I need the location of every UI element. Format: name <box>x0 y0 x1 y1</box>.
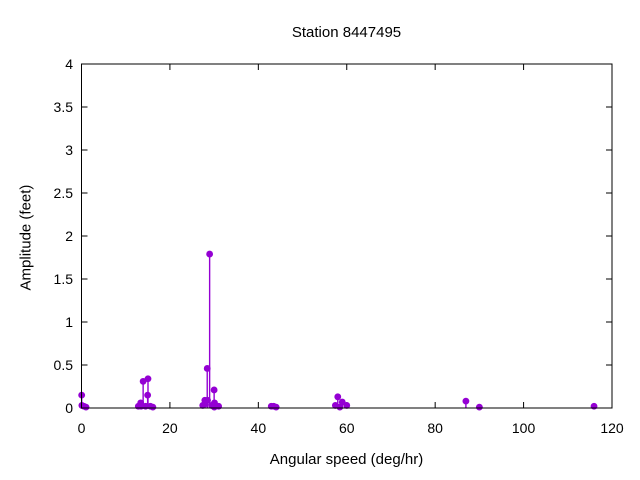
y-tick-label: 1.5 <box>54 271 74 287</box>
plot-border <box>81 63 613 409</box>
data-point-marker <box>144 375 152 383</box>
data-point-marker <box>149 403 157 411</box>
y-axis-label: Amplitude (feet) <box>17 184 35 291</box>
data-point-marker <box>334 393 342 401</box>
x-tick-label: 0 <box>78 420 86 436</box>
data-point-marker <box>82 403 90 411</box>
data-points <box>78 250 598 411</box>
x-axis-ticks <box>81 64 613 408</box>
y-tick-label: 2.5 <box>54 185 74 201</box>
x-tick-labels: 0 20 40 60 80 100 120 <box>78 420 624 436</box>
y-tick-label: 0 <box>65 400 73 416</box>
data-stems <box>80 254 595 408</box>
data-point-marker <box>272 403 280 411</box>
y-tick-label: 3.5 <box>54 99 74 115</box>
data-point-marker <box>343 402 351 409</box>
x-tick-label: 80 <box>427 420 443 436</box>
y-axis-ticks <box>81 63 612 409</box>
x-tick-label: 60 <box>339 420 355 436</box>
data-point-marker <box>462 397 470 405</box>
data-point-marker <box>206 250 214 258</box>
x-tick-label: 100 <box>512 420 536 436</box>
data-point-marker <box>210 386 218 394</box>
x-axis-label: Angular speed (deg/hr) <box>269 451 424 468</box>
data-point-marker <box>336 403 344 411</box>
data-point-marker <box>590 402 598 410</box>
data-point-marker <box>215 402 223 410</box>
chart-title: Station 8447495 <box>291 24 402 41</box>
x-tick-label: 40 <box>251 420 267 436</box>
y-tick-label: 4 <box>65 56 73 72</box>
x-tick-label: 20 <box>162 420 178 436</box>
data-point-marker <box>204 396 211 404</box>
y-tick-label: 3 <box>65 142 73 158</box>
y-tick-label: 0.5 <box>54 357 74 373</box>
y-tick-label: 1 <box>65 314 73 330</box>
data-point-marker <box>475 403 483 411</box>
x-tick-label: 120 <box>600 420 624 436</box>
data-point-marker <box>203 365 211 372</box>
y-tick-labels: 0 0.5 1 1.5 2 2.5 3 3.5 4 <box>54 56 74 416</box>
data-point-marker <box>144 391 152 399</box>
y-tick-label: 2 <box>65 228 73 244</box>
